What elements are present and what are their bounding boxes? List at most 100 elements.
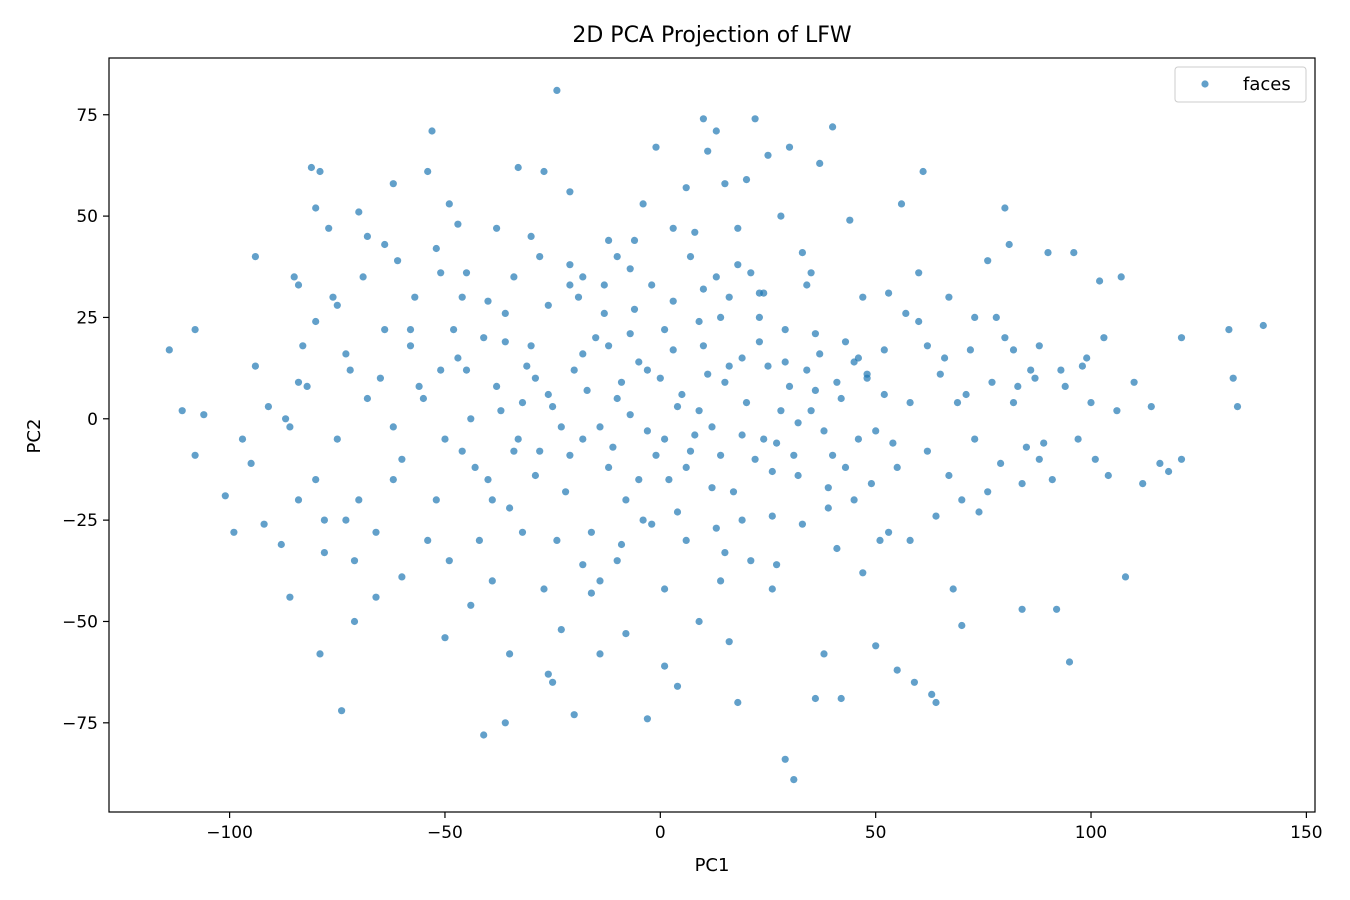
data-point xyxy=(350,617,359,626)
data-point xyxy=(652,451,660,459)
data-point xyxy=(1087,399,1095,407)
data-point xyxy=(785,382,794,390)
data-point xyxy=(678,390,686,399)
data-point xyxy=(1091,455,1099,463)
data-point xyxy=(419,394,427,403)
data-point xyxy=(514,163,522,172)
data-point xyxy=(1040,439,1048,447)
data-point xyxy=(514,435,522,443)
data-point xyxy=(781,358,789,366)
data-point xyxy=(475,536,483,545)
data-point xyxy=(540,585,548,593)
data-point xyxy=(363,232,371,240)
data-point xyxy=(329,293,337,301)
data-point xyxy=(359,273,367,281)
data-point xyxy=(859,569,867,577)
y-tick-label: 0 xyxy=(87,410,98,430)
data-point xyxy=(725,362,733,370)
data-point xyxy=(751,455,759,463)
data-point xyxy=(807,407,815,415)
data-point xyxy=(915,269,923,277)
data-point xyxy=(941,354,949,362)
data-point xyxy=(932,512,940,520)
data-point xyxy=(596,650,604,658)
data-point xyxy=(1121,573,1130,581)
data-point xyxy=(1225,326,1233,334)
data-point xyxy=(734,224,742,232)
data-point xyxy=(721,549,729,557)
data-point xyxy=(1065,658,1074,666)
data-point xyxy=(872,642,880,650)
y-tick-label: −75 xyxy=(62,714,98,734)
data-point xyxy=(510,447,518,455)
data-point xyxy=(661,326,669,334)
data-point xyxy=(738,516,746,524)
data-point xyxy=(613,394,621,403)
data-point xyxy=(596,577,604,585)
data-point xyxy=(876,536,884,545)
data-point xyxy=(592,334,600,342)
data-point xyxy=(626,411,634,419)
data-point xyxy=(816,350,824,358)
data-point xyxy=(863,370,871,378)
data-point xyxy=(691,431,699,439)
data-point xyxy=(501,338,509,346)
data-point xyxy=(1035,455,1043,463)
data-point xyxy=(518,399,527,407)
data-point xyxy=(342,516,350,524)
data-point xyxy=(717,313,725,321)
data-point xyxy=(747,557,755,565)
data-point xyxy=(1147,403,1155,411)
data-point xyxy=(583,386,591,394)
data-point xyxy=(617,378,626,386)
data-point xyxy=(695,317,703,326)
data-point xyxy=(544,390,552,399)
data-point xyxy=(372,593,380,601)
data-point xyxy=(699,285,708,293)
data-point xyxy=(790,776,798,784)
data-point xyxy=(381,240,389,249)
data-point xyxy=(406,342,415,350)
data-point xyxy=(893,463,901,471)
x-tick-label: −100 xyxy=(206,823,253,843)
data-point xyxy=(238,435,247,443)
data-point xyxy=(885,528,893,536)
data-point xyxy=(450,326,458,334)
data-point xyxy=(708,423,716,431)
data-point xyxy=(1117,273,1125,281)
data-point xyxy=(867,480,876,488)
data-point xyxy=(777,212,785,220)
data-point xyxy=(333,435,341,443)
data-point xyxy=(445,557,453,565)
data-point xyxy=(854,435,863,443)
data-point xyxy=(829,123,837,131)
data-point xyxy=(781,326,789,334)
data-point xyxy=(669,346,677,354)
data-point xyxy=(889,439,897,447)
data-point xyxy=(811,330,820,338)
data-point xyxy=(794,419,802,427)
data-point xyxy=(923,342,932,350)
data-point xyxy=(682,463,690,471)
data-point xyxy=(966,346,975,354)
y-tick-label: −50 xyxy=(62,612,98,632)
data-point xyxy=(312,317,320,326)
data-point xyxy=(286,423,294,431)
data-point xyxy=(768,585,776,593)
data-point xyxy=(622,630,630,638)
data-point xyxy=(1259,321,1267,330)
data-point xyxy=(833,544,841,553)
data-point xyxy=(549,678,557,686)
data-point xyxy=(652,143,660,151)
data-point xyxy=(579,350,587,358)
data-point xyxy=(699,115,708,123)
data-point xyxy=(454,220,462,228)
data-point xyxy=(945,471,953,480)
data-point xyxy=(643,715,652,723)
data-point xyxy=(566,281,574,289)
data-point xyxy=(850,496,858,504)
data-point xyxy=(350,557,359,565)
data-point xyxy=(1104,471,1112,480)
data-point xyxy=(320,516,328,524)
